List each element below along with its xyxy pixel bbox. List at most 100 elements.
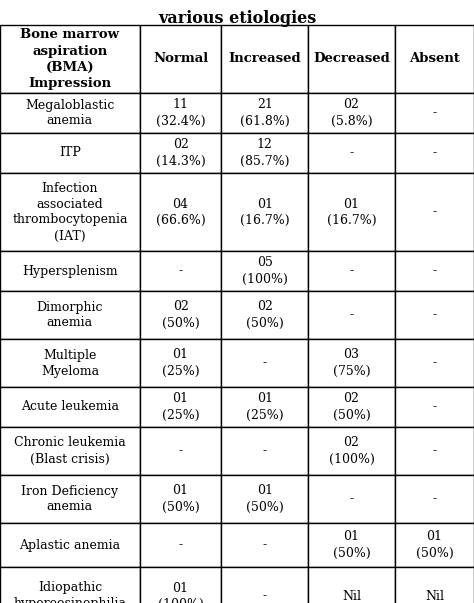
Bar	[221, 475, 308, 523]
Text: 12
(85.7%): 12 (85.7%)	[240, 139, 290, 168]
Bar	[395, 25, 474, 93]
Text: 01
(25%): 01 (25%)	[162, 393, 200, 421]
Bar	[140, 427, 221, 475]
Bar	[140, 567, 221, 603]
Bar	[0, 523, 140, 567]
Bar	[308, 387, 395, 427]
Text: -: -	[432, 147, 437, 160]
Bar	[221, 291, 308, 339]
Text: Megaloblastic
anemia: Megaloblastic anemia	[25, 98, 115, 127]
Bar	[140, 339, 221, 387]
Text: 01
(25%): 01 (25%)	[162, 349, 200, 377]
Bar	[0, 173, 140, 251]
Text: 02
(5.8%): 02 (5.8%)	[331, 98, 372, 127]
Bar	[0, 339, 140, 387]
Bar	[140, 173, 221, 251]
Text: 01
(50%): 01 (50%)	[246, 484, 283, 514]
Text: -: -	[432, 493, 437, 505]
Bar	[0, 25, 140, 93]
Text: Increased: Increased	[228, 52, 301, 66]
Bar	[221, 339, 308, 387]
Bar	[395, 173, 474, 251]
Bar	[395, 387, 474, 427]
Text: Hypersplenism: Hypersplenism	[22, 265, 118, 277]
Text: -: -	[179, 265, 182, 277]
Bar	[0, 427, 140, 475]
Text: 21
(61.8%): 21 (61.8%)	[240, 98, 290, 127]
Bar	[221, 133, 308, 173]
Text: -: -	[349, 493, 354, 505]
Text: -: -	[349, 309, 354, 321]
Bar	[140, 25, 221, 93]
Bar	[308, 339, 395, 387]
Bar	[221, 523, 308, 567]
Text: ITP: ITP	[59, 147, 81, 160]
Bar	[140, 387, 221, 427]
Bar	[221, 173, 308, 251]
Bar	[140, 133, 221, 173]
Bar	[308, 567, 395, 603]
Text: -: -	[432, 444, 437, 458]
Bar	[308, 475, 395, 523]
Text: Iron Deficiency
anemia: Iron Deficiency anemia	[21, 484, 118, 514]
Text: Infection
associated
thrombocytopenia
(IAT): Infection associated thrombocytopenia (I…	[12, 182, 128, 242]
Text: 01
(50%): 01 (50%)	[162, 484, 200, 514]
Text: Aplastic anemia: Aplastic anemia	[19, 538, 120, 552]
Text: Bone marrow
aspiration
(BMA)
Impression: Bone marrow aspiration (BMA) Impression	[20, 28, 119, 89]
Text: 11
(32.4%): 11 (32.4%)	[156, 98, 205, 127]
Text: -: -	[263, 538, 267, 552]
Text: Normal: Normal	[153, 52, 208, 66]
Bar	[140, 291, 221, 339]
Bar	[140, 93, 221, 133]
Bar	[395, 339, 474, 387]
Bar	[221, 387, 308, 427]
Text: -: -	[432, 206, 437, 218]
Text: 02
(100%): 02 (100%)	[328, 437, 374, 466]
Text: 01
(50%): 01 (50%)	[416, 531, 453, 560]
Bar	[140, 523, 221, 567]
Text: -: -	[432, 400, 437, 414]
Bar	[308, 523, 395, 567]
Text: 02
(50%): 02 (50%)	[246, 300, 283, 329]
Text: -: -	[263, 356, 267, 370]
Bar	[140, 475, 221, 523]
Text: 02
(50%): 02 (50%)	[162, 300, 200, 329]
Bar	[395, 291, 474, 339]
Text: 01
(16.7%): 01 (16.7%)	[240, 198, 290, 227]
Bar	[0, 567, 140, 603]
Bar	[395, 427, 474, 475]
Text: Multiple
Myeloma: Multiple Myeloma	[41, 349, 99, 377]
Text: -: -	[263, 444, 267, 458]
Text: -: -	[263, 590, 267, 602]
Text: 01
(25%): 01 (25%)	[246, 393, 283, 421]
Bar	[221, 427, 308, 475]
Text: -: -	[179, 538, 182, 552]
Bar	[0, 291, 140, 339]
Text: Decreased: Decreased	[313, 52, 390, 66]
Bar	[0, 475, 140, 523]
Text: Nil: Nil	[425, 590, 444, 602]
Bar	[308, 133, 395, 173]
Text: -: -	[432, 265, 437, 277]
Text: Dimorphic
anemia: Dimorphic anemia	[36, 300, 103, 329]
Text: 04
(66.6%): 04 (66.6%)	[156, 198, 205, 227]
Text: -: -	[432, 356, 437, 370]
Text: -: -	[349, 265, 354, 277]
Bar	[308, 25, 395, 93]
Text: -: -	[349, 147, 354, 160]
Text: Nil: Nil	[342, 590, 361, 602]
Bar	[221, 25, 308, 93]
Text: 02
(14.3%): 02 (14.3%)	[156, 139, 205, 168]
Text: -: -	[179, 444, 182, 458]
Bar	[395, 523, 474, 567]
Bar	[0, 93, 140, 133]
Bar	[395, 93, 474, 133]
Bar	[308, 291, 395, 339]
Bar	[140, 251, 221, 291]
Bar	[0, 133, 140, 173]
Bar	[0, 251, 140, 291]
Text: 01
(50%): 01 (50%)	[333, 531, 370, 560]
Bar	[0, 387, 140, 427]
Text: 05
(100%): 05 (100%)	[242, 256, 288, 285]
Bar	[395, 475, 474, 523]
